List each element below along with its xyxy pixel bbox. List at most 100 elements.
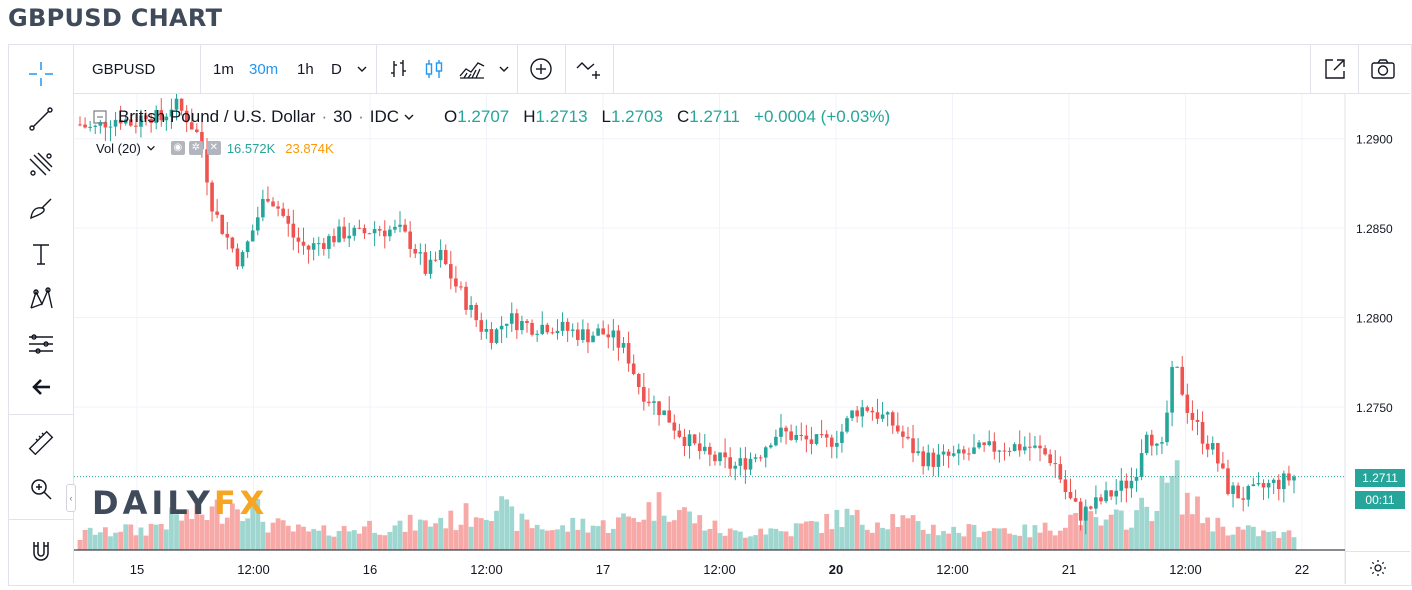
brush-icon[interactable] bbox=[23, 192, 59, 226]
legend-symbol-name[interactable]: British Pound / U.S. Dollar bbox=[118, 107, 316, 126]
volume-bar bbox=[529, 528, 535, 550]
candle-body bbox=[540, 324, 545, 334]
volume-bar bbox=[1266, 531, 1272, 550]
bar-chart-icon[interactable] bbox=[387, 45, 411, 93]
candle-body bbox=[367, 233, 372, 235]
volume-bar bbox=[270, 522, 276, 550]
x-tick-label: 12:00 bbox=[470, 562, 503, 577]
volume-bar bbox=[301, 526, 306, 550]
legend-low: 1.2703 bbox=[611, 107, 663, 126]
candle-body bbox=[205, 149, 209, 183]
interval-d[interactable]: D bbox=[331, 60, 342, 78]
volume-bar bbox=[123, 524, 129, 550]
candle-body bbox=[525, 321, 529, 323]
interval-30m[interactable]: 30m bbox=[249, 60, 279, 78]
interval-dropdown-chevron-icon[interactable] bbox=[355, 45, 369, 93]
candle-body bbox=[946, 451, 951, 456]
volume-bar bbox=[372, 532, 378, 550]
crosshair-icon[interactable] bbox=[23, 57, 59, 91]
back-arrow-icon[interactable] bbox=[23, 370, 59, 404]
volume-bar bbox=[331, 536, 337, 550]
candle-body bbox=[728, 457, 732, 469]
volume-bar bbox=[930, 524, 936, 550]
area-chart-icon[interactable] bbox=[458, 45, 486, 93]
legend-chevron-icon[interactable] bbox=[402, 110, 416, 124]
volume-bar bbox=[407, 514, 413, 550]
ruler-icon[interactable] bbox=[23, 426, 59, 460]
volume-bar bbox=[1205, 517, 1211, 550]
magnet-icon[interactable] bbox=[23, 534, 59, 568]
candle-body bbox=[128, 119, 133, 126]
candle-body bbox=[692, 434, 697, 444]
legend-interval: 30 bbox=[333, 107, 353, 126]
gear-icon[interactable]: ✲ bbox=[188, 141, 203, 155]
candle-body bbox=[626, 343, 631, 364]
close-icon[interactable]: ✕ bbox=[206, 141, 221, 155]
candle-body bbox=[951, 453, 956, 456]
candle-body bbox=[1251, 484, 1256, 487]
volume-bar bbox=[174, 514, 179, 550]
candle-body bbox=[388, 229, 392, 237]
candle-body bbox=[134, 125, 138, 127]
volume-bar bbox=[392, 525, 398, 550]
camera-icon[interactable] bbox=[1358, 45, 1407, 93]
volume-bar bbox=[859, 524, 865, 550]
volume-bar bbox=[519, 513, 525, 550]
legend-low-label: L bbox=[601, 107, 611, 126]
compare-icon[interactable] bbox=[574, 45, 604, 93]
candle-body bbox=[327, 236, 331, 249]
price-chart[interactable]: 1.2900 1.2850 1.2800 1.2750 15 12:00 16 12:00 17… bbox=[74, 94, 1410, 584]
candle-body bbox=[1043, 448, 1047, 455]
volume-bar bbox=[209, 506, 215, 550]
candle-body bbox=[824, 434, 829, 438]
countdown-label: 00:11 bbox=[1355, 491, 1405, 509]
volume-bar bbox=[428, 526, 433, 550]
zoom-in-icon[interactable] bbox=[23, 472, 59, 506]
candle-body bbox=[738, 458, 743, 466]
candle-body bbox=[418, 252, 423, 254]
candle-body bbox=[281, 208, 285, 216]
volume-bar bbox=[417, 519, 423, 550]
collapse-legend-icon[interactable] bbox=[92, 109, 108, 125]
candle-body bbox=[642, 387, 646, 402]
interval-1m[interactable]: 1m bbox=[213, 60, 234, 78]
candle-body bbox=[708, 446, 712, 455]
candle-body bbox=[322, 243, 326, 249]
volume-bar bbox=[189, 519, 195, 550]
volume-bar bbox=[499, 496, 504, 550]
volume-chevron-icon[interactable] bbox=[145, 142, 157, 154]
trendline-icon[interactable] bbox=[23, 102, 59, 136]
volume-bar bbox=[641, 519, 647, 550]
volume-bar bbox=[1200, 523, 1205, 550]
volume-bar bbox=[143, 535, 149, 550]
candles-icon[interactable] bbox=[422, 45, 446, 93]
volume-bar bbox=[433, 523, 438, 550]
volume-legend-label[interactable]: Vol (20) bbox=[96, 140, 141, 156]
volume-bar bbox=[1210, 531, 1216, 550]
candle-body bbox=[337, 226, 341, 243]
pattern-icon[interactable] bbox=[23, 282, 59, 316]
candle-body bbox=[601, 328, 605, 335]
candle-body bbox=[271, 201, 275, 207]
collapse-toolbar-button[interactable]: ‹ bbox=[66, 484, 76, 512]
volume-bar bbox=[504, 499, 510, 550]
eye-icon[interactable]: ◉ bbox=[170, 141, 185, 155]
chevron-down-icon[interactable] bbox=[497, 45, 511, 93]
popout-icon[interactable] bbox=[1310, 45, 1359, 93]
candle-body bbox=[159, 110, 164, 121]
text-icon[interactable] bbox=[23, 237, 59, 271]
add-indicator-icon[interactable] bbox=[528, 45, 554, 93]
interval-1h[interactable]: 1h bbox=[297, 60, 314, 78]
candle-body bbox=[748, 458, 753, 470]
volume-bar bbox=[1113, 509, 1119, 550]
candle-body bbox=[1236, 485, 1240, 499]
volume-bar bbox=[981, 531, 987, 550]
symbol-search[interactable]: GBPUSD bbox=[92, 60, 156, 78]
volume-bar bbox=[676, 510, 682, 550]
fib-icon[interactable] bbox=[23, 147, 59, 181]
candle-body bbox=[1109, 490, 1113, 497]
candle-body bbox=[1068, 491, 1073, 499]
volume-bar bbox=[1098, 525, 1104, 550]
settings-gear-icon[interactable] bbox=[1345, 551, 1410, 584]
forecast-icon[interactable] bbox=[23, 327, 59, 361]
